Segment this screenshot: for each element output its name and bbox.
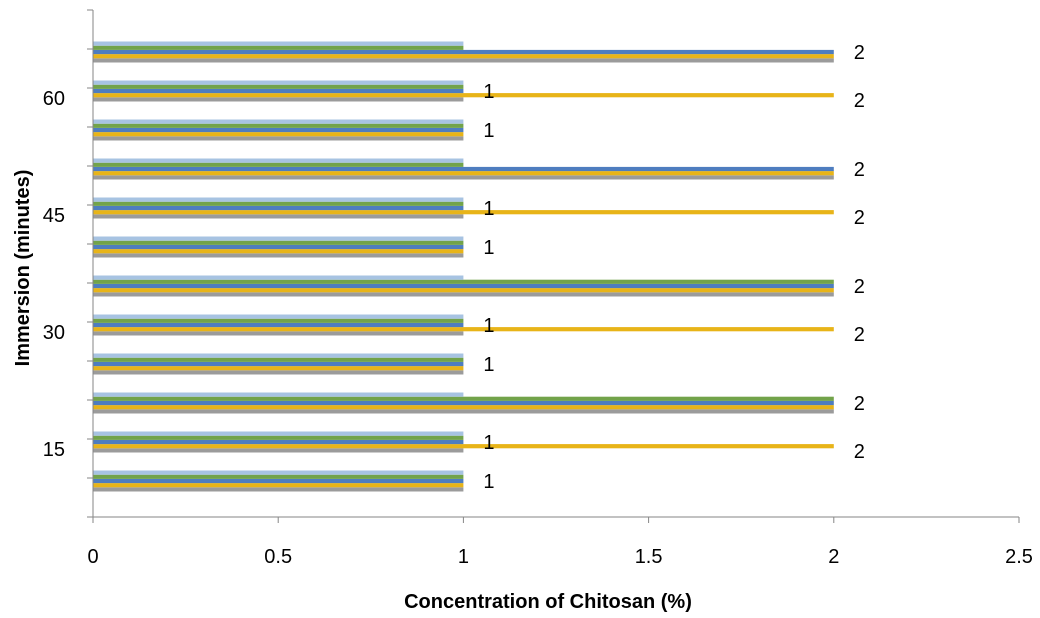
bar [93, 197, 464, 202]
bar [93, 431, 464, 436]
data-label: 2 [854, 42, 865, 64]
bar [93, 80, 464, 85]
data-label: 2 [854, 441, 865, 463]
bar [93, 97, 464, 102]
data-label: 2 [854, 276, 865, 298]
bar [93, 392, 464, 397]
y-tick-label: 15 [43, 439, 65, 461]
x-tick-label: 1.5 [635, 546, 663, 568]
bar [93, 119, 464, 124]
bar [93, 240, 464, 245]
bar [93, 275, 464, 280]
bar [93, 132, 464, 137]
bar [93, 123, 464, 128]
data-label: 1 [483, 120, 494, 142]
bar [93, 136, 464, 141]
bar [93, 322, 464, 328]
x-tick-label: 0.5 [264, 546, 292, 568]
bar [93, 318, 464, 323]
bar [93, 244, 464, 250]
data-label: 2 [854, 90, 865, 112]
bar [93, 435, 464, 440]
bar [93, 448, 464, 453]
bar [93, 327, 834, 332]
bar [93, 292, 834, 297]
bar [93, 236, 464, 241]
x-tick-label: 0 [87, 546, 98, 568]
y-tick-label: 45 [43, 205, 65, 227]
data-label: 2 [854, 207, 865, 229]
bar [93, 314, 464, 319]
bar [93, 288, 834, 293]
bar [93, 201, 464, 206]
bar [93, 478, 464, 484]
bar [93, 400, 834, 406]
bar [93, 171, 834, 176]
bar [93, 331, 464, 336]
data-label: 1 [483, 471, 494, 493]
bar [93, 49, 834, 55]
data-label: 1 [483, 81, 494, 103]
x-tick-label: 2 [828, 546, 839, 568]
bar [93, 357, 464, 362]
bar [93, 214, 464, 219]
bar [93, 253, 464, 258]
bar [93, 58, 834, 63]
x-axis-title: Concentration of Chitosan (%) [404, 591, 692, 613]
x-tick-label: 1 [458, 546, 469, 568]
data-label: 1 [483, 432, 494, 454]
bar [93, 283, 834, 289]
bar [93, 205, 464, 211]
bar [93, 396, 834, 401]
data-label: 1 [483, 198, 494, 220]
bar [93, 370, 464, 375]
bar [93, 444, 834, 449]
labels-layer: 0 0.5 1 1.5 2 2.5 1 1 2 2 1 1 2 2 1 1 2 2 1 1 2 2 15 30 45 60 [43, 42, 1033, 568]
bar [93, 474, 464, 479]
x-tick-label: 2.5 [1005, 546, 1033, 568]
data-label: 1 [483, 315, 494, 337]
bar [93, 93, 834, 98]
bar [93, 41, 464, 46]
bar [93, 88, 464, 94]
bar [93, 279, 834, 284]
bar [93, 54, 834, 59]
y-tick-label: 60 [43, 88, 65, 110]
bar [93, 487, 464, 492]
bar [93, 175, 834, 180]
bar [93, 158, 464, 163]
data-label: 2 [854, 393, 865, 415]
bar [93, 470, 464, 475]
bar [93, 84, 464, 89]
bar [93, 439, 464, 445]
y-axis-title: Immersion (minutes) [12, 170, 34, 367]
bar [93, 166, 834, 172]
bar [93, 361, 464, 367]
axes-layer [92, 10, 1019, 518]
bar [93, 366, 464, 371]
bar [93, 405, 834, 410]
bar [93, 483, 464, 488]
ticks-layer [87, 9, 1020, 523]
data-label: 2 [854, 159, 865, 181]
data-label: 1 [483, 354, 494, 376]
data-label: 1 [483, 237, 494, 259]
bar [93, 162, 464, 167]
bars-layer [93, 41, 834, 492]
data-label: 2 [854, 324, 865, 346]
bar [93, 127, 464, 133]
bar [93, 210, 834, 215]
bar [93, 353, 464, 358]
bar [93, 409, 834, 414]
bar [93, 249, 464, 254]
bar [93, 45, 464, 50]
y-tick-label: 30 [43, 322, 65, 344]
